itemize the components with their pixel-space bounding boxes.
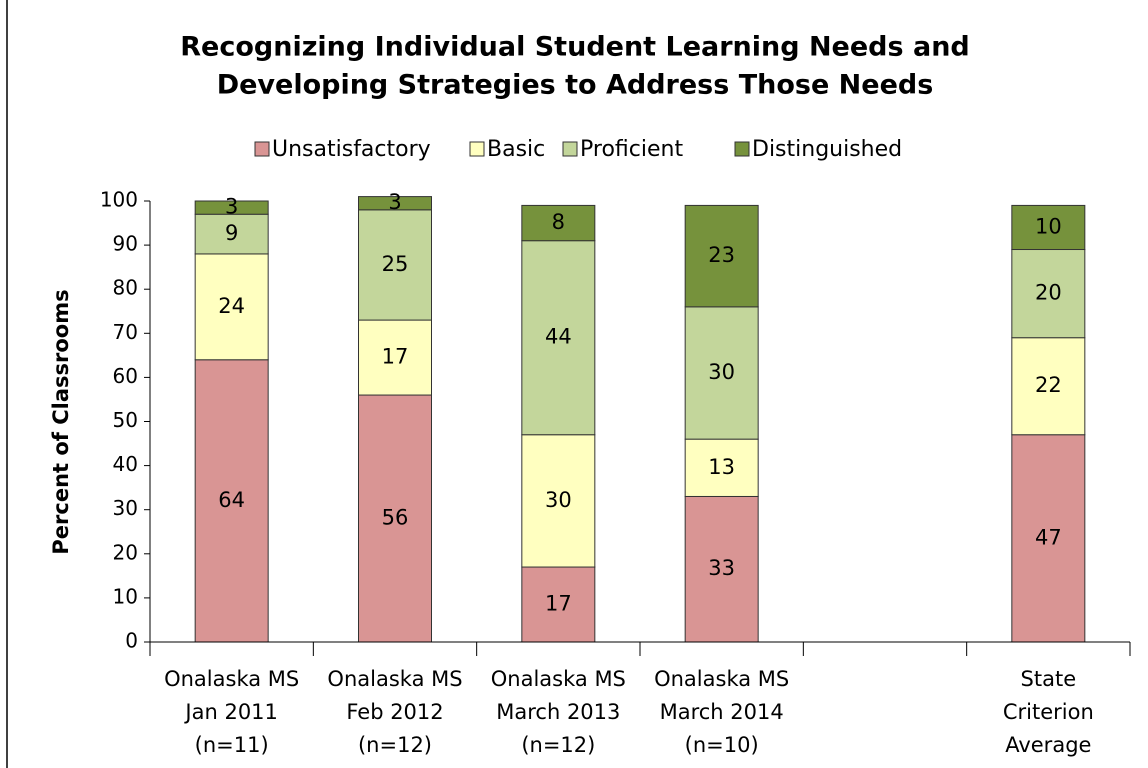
value-label: 47: [1035, 525, 1062, 549]
bar-segment: [194, 253, 269, 361]
value-label: 3: [388, 190, 401, 214]
bar-segment: [358, 319, 432, 396]
x-tick-label: (n=10): [685, 733, 759, 757]
y-tick-label: 30: [113, 496, 138, 520]
x-tick-label: Criterion: [1003, 700, 1094, 724]
bar-segment: [521, 566, 596, 643]
y-tick-label: 0: [125, 629, 138, 653]
bar-segment: [1011, 204, 1086, 251]
legend-swatch: [469, 141, 485, 157]
value-label: 44: [545, 325, 572, 349]
bar-segment: [521, 240, 596, 436]
bar-segment: [1011, 249, 1086, 339]
bar-segment: [684, 438, 759, 497]
x-tick-label: Jan 2011: [183, 700, 278, 724]
value-label: 33: [708, 556, 735, 580]
bar-segment: [358, 196, 432, 211]
y-tick-label: 80: [113, 276, 138, 300]
legend-label: Basic: [487, 137, 545, 162]
value-label: 9: [225, 221, 238, 245]
x-tick-label: Feb 2012: [346, 700, 443, 724]
bar-segment: [358, 394, 432, 643]
legend-label: Distinguished: [752, 137, 902, 162]
value-label: 22: [1035, 373, 1062, 397]
chart-title: Developing Strategies to Address Those N…: [217, 70, 934, 101]
x-tick-label: March 2014: [660, 700, 784, 724]
x-tick-label: Onalaska MS: [491, 667, 626, 691]
value-label: 24: [218, 294, 245, 318]
value-label: 13: [708, 455, 735, 479]
legend-label: Unsatisfactory: [272, 137, 431, 162]
bar-segment: [1011, 337, 1086, 436]
bar-segment: [684, 306, 759, 440]
x-tick-label: Average: [1005, 733, 1091, 757]
x-tick-label: State: [1021, 667, 1077, 691]
y-tick-label: 90: [113, 232, 138, 256]
legend-swatch: [734, 141, 750, 157]
value-label: 30: [545, 488, 572, 512]
legend-label: Proficient: [580, 137, 683, 162]
x-tick-label: Onalaska MS: [654, 667, 789, 691]
y-tick-label: 20: [113, 540, 138, 564]
value-label: 10: [1035, 214, 1062, 238]
y-tick-label: 70: [113, 320, 138, 344]
bar-segment: [194, 200, 269, 215]
bar-segment: [358, 209, 432, 321]
y-axis-label: Percent of Classrooms: [49, 289, 73, 554]
bar-segment: [521, 434, 596, 568]
x-tick-label: (n=11): [195, 733, 269, 757]
y-tick-label: 10: [113, 584, 138, 608]
value-label: 25: [382, 252, 409, 276]
value-label: 17: [545, 592, 572, 616]
x-tick-label: (n=12): [358, 733, 432, 757]
y-tick-label: 50: [113, 408, 138, 432]
x-tick-label: (n=12): [521, 733, 595, 757]
x-tick-label: Onalaska MS: [327, 667, 462, 691]
bar-segment: [194, 359, 269, 643]
value-label: 56: [382, 506, 409, 530]
value-label: 3: [225, 195, 238, 219]
bar-segment: [521, 204, 596, 242]
legend-swatch: [254, 141, 270, 157]
bar-segment: [684, 495, 759, 643]
y-tick-label: 40: [113, 452, 138, 476]
value-label: 17: [382, 345, 409, 369]
value-label: 23: [708, 243, 735, 267]
value-label: 8: [552, 210, 565, 234]
bar-segment: [1011, 434, 1086, 643]
y-tick-label: 60: [113, 364, 138, 388]
y-tick-label: 100: [100, 188, 138, 212]
bar-segment: [684, 204, 759, 308]
legend-swatch: [562, 141, 578, 157]
value-label: 64: [218, 488, 245, 512]
value-label: 20: [1035, 281, 1062, 305]
chart-title: Recognizing Individual Student Learning …: [180, 32, 970, 63]
value-label: 30: [708, 360, 735, 384]
x-tick-label: Onalaska MS: [164, 667, 299, 691]
x-tick-label: March 2013: [496, 700, 620, 724]
